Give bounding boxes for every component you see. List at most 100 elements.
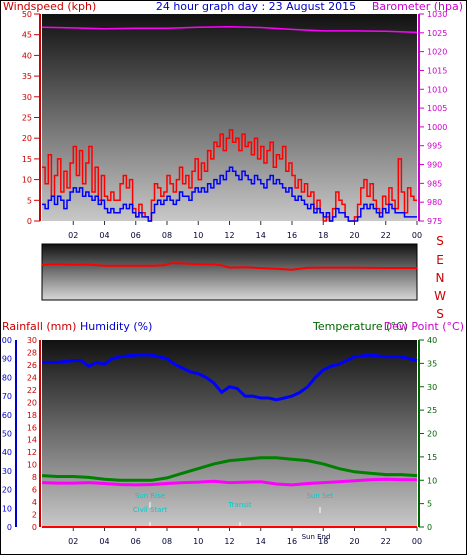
humidity-temperature-panel: 0102030405060708090100024681012141618202… [0,336,437,546]
humidity-tick-label: 30 [2,467,12,476]
windspeed-tick-label: 5 [27,196,32,205]
rainfall-tick-label: 6 [32,486,37,495]
dewpoint-axis-label: Dew Point (°C) [384,320,464,333]
time-tick-label: 02 [68,231,78,240]
rainfall-tick-label: 28 [27,348,37,357]
wind-barometer-panel: 0510152025303540455097598098599099510001… [22,10,448,240]
time-tick-label: 04 [99,537,109,546]
sun-annotation: Transit [227,501,251,509]
time-tick-label: 16 [287,537,297,546]
humidity-tick-label: 100 [0,336,12,345]
humidity-tick-label: 0 [7,523,12,532]
rainfall-tick-label: 10 [27,461,37,470]
humidity-tick-label: 50 [2,430,12,439]
rainfall-tick-label: 4 [32,498,37,507]
time-tick-label: 14 [256,231,266,240]
barometer-tick-label: 1020 [427,48,447,57]
plot-area-lower [42,340,417,527]
barometer-tick-label: 975 [427,217,442,226]
sun-annotation: Sun Set [306,492,333,500]
sun-annotation: Civil Start [133,506,167,514]
windspeed-tick-label: 45 [22,31,32,40]
time-tick-label: 06 [131,231,141,240]
humidity-tick-label: 60 [2,411,12,420]
rainfall-tick-label: 16 [27,423,37,432]
rainfall-tick-label: 20 [27,398,37,407]
time-tick-label: 10 [193,537,203,546]
rainfall-tick-label: 26 [27,361,37,370]
time-tick-label: 20 [349,231,359,240]
chart-title: 24 hour graph day : 23 August 2015 [156,0,356,13]
barometer-tick-label: 1030 [427,10,447,19]
rainfall-tick-label: 12 [27,448,37,457]
time-tick-label: 22 [381,231,391,240]
temperature-tick-label: 30 [427,383,437,392]
barometer-tick-label: 1000 [427,123,447,132]
temperature-tick-label: 5 [427,500,432,509]
temperature-tick-label: 10 [427,476,437,485]
lower-series-line-1 [41,456,418,482]
barometer-tick-label: 990 [427,161,442,170]
temperature-tick-label: 0 [427,523,432,532]
windspeed-tick-label: 40 [22,51,32,60]
lower-series-line-2 [41,477,417,487]
compass-label: S [436,307,444,321]
humidity-tick-label: 90 [2,355,12,364]
windspeed-tick-label: 0 [27,217,32,226]
compass-label: W [434,289,446,303]
time-tick-label: 08 [162,231,172,240]
humidity-tick-label: 40 [2,448,12,457]
compass-label: E [436,253,444,267]
humidity-axis-label: Humidity (%) [80,320,152,333]
temperature-tick-label: 35 [427,359,437,368]
temperature-tick-label: 15 [427,453,437,462]
temperature-axis-label: Temperature (°C) [312,320,408,333]
barometer-tick-label: 995 [427,142,442,151]
time-tick-label: 08 [162,537,172,546]
rainfall-tick-label: 18 [27,411,37,420]
windspeed-tick-label: 30 [22,93,32,102]
compass-label: N [436,271,445,285]
rainfall-tick-label: 0 [32,523,37,532]
time-tick-label: 04 [99,231,109,240]
time-tick-label: 14 [256,537,266,546]
temperature-tick-label: 40 [427,336,437,345]
rainfall-tick-label: 8 [32,473,37,482]
temperature-tick-label: 25 [427,406,437,415]
rainfall-tick-label: 22 [27,386,37,395]
rainfall-axis-label: Rainfall (mm) [2,320,76,333]
rainfall-tick-label: 2 [32,511,37,520]
windspeed-tick-label: 10 [22,176,32,185]
time-tick-label: 16 [287,231,297,240]
humidity-tick-label: 80 [2,373,12,382]
time-tick-label: 00 [412,231,422,240]
rainfall-tick-label: 24 [27,373,37,382]
direction-plot-area [41,243,418,301]
windspeed-tick-label: 50 [22,10,32,19]
rainfall-tick-label: 30 [27,336,37,345]
humidity-tick-label: 70 [2,392,12,401]
series-line-2 [41,26,418,34]
compass-label: S [436,234,444,248]
direction-line-0 [41,262,417,271]
sun-annotation: Sun Rise [135,492,165,500]
sun-annotation: Sun End [302,533,331,541]
barometer-tick-label: 1015 [427,66,447,75]
time-tick-label: 18 [318,537,328,546]
time-tick-label: 00 [412,537,422,546]
rainfall-tick-label: 14 [27,436,37,445]
windspeed-tick-label: 20 [22,134,32,143]
barometer-axis-label: Barometer (hpa) [372,0,463,13]
lower-series-line-0 [42,353,418,402]
time-tick-label: 18 [318,231,328,240]
series-line-1 [42,166,417,222]
windspeed-tick-label: 15 [22,155,32,164]
humidity-tick-label: 10 [2,504,12,513]
barometer-tick-label: 1025 [427,29,447,38]
windspeed-tick-label: 25 [22,114,32,123]
series-line-0 [42,129,417,222]
time-tick-label: 02 [68,537,78,546]
barometer-tick-label: 980 [427,198,442,207]
time-tick-label: 20 [349,537,359,546]
barometer-tick-label: 1010 [427,85,447,94]
